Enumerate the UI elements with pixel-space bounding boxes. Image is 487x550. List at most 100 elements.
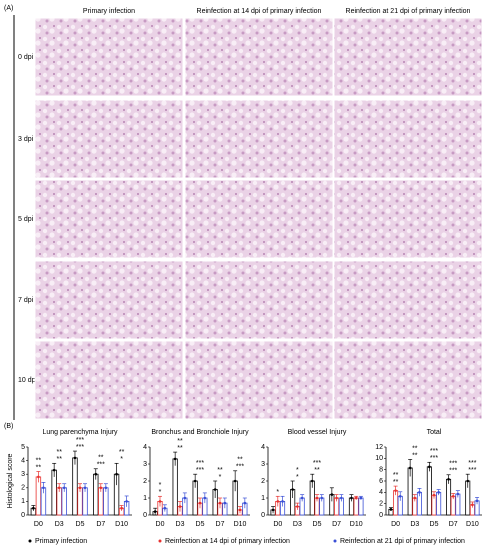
- data-dot: [193, 479, 197, 483]
- data-dot: [451, 495, 455, 498]
- x-tick-label: D5: [76, 521, 85, 528]
- histology-image: [333, 340, 483, 420]
- data-dot: [418, 491, 421, 494]
- data-dot: [163, 506, 167, 510]
- y-tick-label: 0: [379, 512, 383, 519]
- y-tick-label: 3: [21, 471, 25, 478]
- data-dot: [432, 493, 436, 497]
- significance-label: ***: [430, 448, 438, 455]
- significance-label: *: [276, 489, 279, 496]
- histology-image: [184, 260, 334, 340]
- significance-label: **: [412, 445, 418, 452]
- significance-label: ***: [449, 468, 457, 475]
- y-tick-label: 3: [261, 461, 265, 468]
- data-dot: [99, 486, 103, 490]
- row-label: 7 dpi: [18, 297, 34, 304]
- bar: [353, 497, 359, 516]
- data-dot: [120, 506, 123, 510]
- data-dot: [37, 475, 40, 479]
- x-tick-label: D0: [273, 521, 282, 528]
- column-header: Primary infection: [83, 8, 135, 15]
- histology-image: [333, 260, 483, 340]
- histology-image: [34, 17, 184, 97]
- data-dot: [398, 495, 402, 498]
- bar: [72, 457, 78, 516]
- y-tick-label: 2: [261, 478, 265, 485]
- significance-label: **: [56, 449, 62, 456]
- panel-label: (A): [4, 5, 13, 12]
- significance-label: *: [120, 456, 123, 463]
- y-tick-label: 1: [21, 498, 25, 505]
- column-header: Reinfection at 14 dpi of primary infecti…: [197, 8, 322, 15]
- significance-label: *: [159, 482, 162, 489]
- x-tick-label: D10: [350, 521, 363, 528]
- y-tick-label: 12: [375, 444, 383, 451]
- y-tick-label: 2: [21, 485, 25, 492]
- significance-label: **: [36, 457, 42, 464]
- data-dot: [238, 508, 242, 512]
- data-dot: [330, 493, 334, 496]
- data-dot: [94, 472, 98, 476]
- data-dot: [62, 486, 66, 490]
- legend-label: Primary infection: [35, 538, 87, 545]
- data-dot: [153, 510, 157, 513]
- data-dot: [475, 499, 479, 503]
- data-dot: [335, 496, 338, 500]
- legend-marker: [28, 539, 32, 543]
- significance-label: **: [412, 452, 418, 459]
- data-dot: [471, 503, 474, 507]
- histology-image: [34, 340, 184, 420]
- significance-label: **: [36, 464, 42, 471]
- bar: [172, 458, 178, 516]
- y-tick-label: 4: [379, 489, 383, 496]
- significance-label: ***: [196, 467, 204, 474]
- data-dot: [178, 505, 182, 508]
- chart-title: Lung parenchyma Injury: [42, 429, 118, 436]
- significance-label: **: [177, 445, 183, 452]
- data-dot: [183, 496, 187, 500]
- y-tick-label: 5: [21, 444, 25, 451]
- row-label: 3 dpi: [18, 136, 34, 143]
- y-tick-label: 8: [379, 467, 383, 474]
- y-axis-label: Histological score: [7, 453, 14, 508]
- data-dot: [428, 465, 431, 469]
- histology-image: [34, 99, 184, 179]
- x-tick-label: D10: [466, 521, 479, 528]
- histology-image: [333, 17, 483, 97]
- data-dot: [296, 505, 299, 508]
- data-dot: [359, 496, 363, 500]
- significance-label: ***: [236, 464, 244, 471]
- data-dot: [340, 496, 343, 500]
- bar: [436, 491, 442, 516]
- chart-title: Blood vessel Injury: [288, 429, 347, 436]
- histology-image: [333, 179, 483, 259]
- data-dot: [203, 496, 207, 500]
- y-tick-label: 6: [379, 478, 383, 485]
- y-tick-label: 0: [143, 512, 147, 519]
- y-tick-label: 2: [143, 478, 147, 485]
- data-dot: [281, 500, 284, 503]
- x-tick-label: D7: [449, 521, 458, 528]
- legend-label: Reinfection at 14 dpi of primary infecti…: [165, 538, 290, 545]
- data-dot: [447, 478, 450, 481]
- data-dot: [223, 501, 227, 505]
- significance-label: **: [119, 449, 125, 456]
- data-dot: [104, 486, 108, 490]
- legend-marker: [158, 539, 162, 543]
- significance-label: **: [217, 467, 223, 474]
- row-label: 10 dpi: [18, 377, 38, 384]
- data-dot: [466, 479, 470, 483]
- chart-title: Bronchus and Bronchiole Injury: [151, 429, 249, 436]
- column-header: Reinfection at 21 dpi of primary infecti…: [346, 8, 471, 15]
- data-dot: [320, 496, 324, 500]
- data-dot: [291, 488, 294, 491]
- data-dot: [42, 486, 45, 490]
- significance-label: *: [296, 474, 299, 481]
- x-tick-label: D0: [391, 521, 400, 528]
- histology-image: [34, 179, 184, 259]
- data-dot: [300, 496, 304, 500]
- data-dot: [78, 486, 82, 490]
- bar: [358, 497, 364, 516]
- x-tick-label: D7: [216, 521, 225, 528]
- significance-label: ***: [76, 444, 84, 451]
